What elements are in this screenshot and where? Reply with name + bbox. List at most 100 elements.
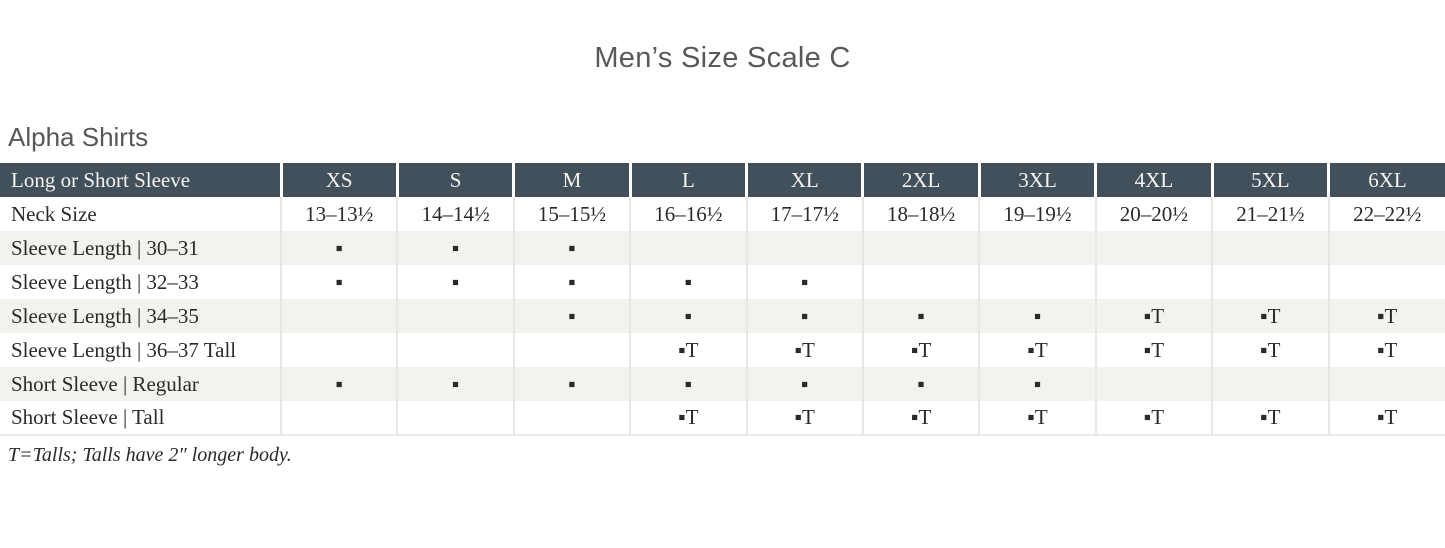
size-cell	[861, 265, 980, 299]
size-cell	[978, 265, 1096, 299]
size-cell: ▪T	[1094, 333, 1213, 367]
size-cell: ▪T	[1327, 333, 1445, 367]
table-row-sleeve-36-37-tall: Sleeve Length | 36–37 Tall ▪T ▪T ▪T ▪T ▪…	[0, 333, 1445, 367]
row-label: Sleeve Length | 36–37 Tall	[11, 337, 237, 362]
size-cell: ▪T	[1094, 401, 1213, 435]
column-header-m: M	[512, 163, 631, 197]
size-cell: 19–19½	[978, 197, 1096, 231]
size-cell	[1327, 231, 1445, 265]
row-label: Sleeve Length | 34–35	[11, 303, 199, 328]
row-label: Sleeve Length | 32–33	[11, 269, 199, 294]
size-cell: ▪	[629, 367, 747, 401]
size-cell: 18–18½	[861, 197, 980, 231]
size-cell: ▪T	[978, 401, 1096, 435]
size-chart-table: Long or Short Sleeve XS S M L XL 2XL 3XL…	[0, 163, 1445, 436]
size-cell: ▪T	[978, 333, 1096, 367]
size-cell	[1094, 367, 1213, 401]
size-cell: 15–15½	[512, 197, 631, 231]
size-cell: ▪T	[1211, 401, 1329, 435]
column-header-5xl: 5XL	[1210, 163, 1329, 197]
table-row-neck-size: Neck Size 13–13½ 14–14½ 15–15½ 16–16½ 17…	[0, 197, 1445, 231]
size-cell: ▪T	[1211, 333, 1329, 367]
size-cell: ▪T	[1211, 299, 1329, 333]
size-cell: ▪	[978, 367, 1096, 401]
size-cell: ▪	[629, 299, 747, 333]
size-cell: 16–16½	[629, 197, 747, 231]
size-cell	[279, 299, 398, 333]
size-cell	[1211, 231, 1329, 265]
size-cell: ▪T	[1327, 299, 1445, 333]
table-row-sleeve-34-35: Sleeve Length | 34–35 ▪ ▪ ▪ ▪ ▪ ▪T ▪T ▪T	[0, 299, 1445, 333]
size-cell	[1094, 265, 1213, 299]
section-title: Alpha Shirts	[8, 122, 149, 152]
column-header-l: L	[628, 163, 747, 197]
size-cell: ▪	[279, 231, 398, 265]
column-header-3xl: 3XL	[977, 163, 1096, 197]
size-cell: ▪	[279, 265, 398, 299]
size-cell: ▪	[861, 367, 980, 401]
row-label: Short Sleeve | Tall	[11, 405, 165, 429]
column-header-6xl: 6XL	[1327, 163, 1445, 197]
size-cell: ▪T	[861, 401, 980, 435]
size-cell: ▪T	[745, 333, 863, 367]
size-cell: ▪	[745, 265, 863, 299]
size-cell: ▪	[396, 367, 514, 401]
size-cell: ▪	[512, 367, 631, 401]
size-cell: ▪T	[1094, 299, 1213, 333]
size-cell	[745, 231, 863, 265]
size-cell: ▪T	[861, 333, 980, 367]
table-row-short-sleeve-tall: Short Sleeve | Tall ▪T ▪T ▪T ▪T ▪T ▪T ▪T	[0, 401, 1445, 435]
column-header-2xl: 2XL	[861, 163, 980, 197]
size-cell: ▪	[745, 367, 863, 401]
size-cell	[1211, 367, 1329, 401]
size-cell: ▪	[745, 299, 863, 333]
size-cell: ▪	[279, 367, 398, 401]
size-cell: ▪T	[629, 401, 747, 435]
size-cell	[1211, 265, 1329, 299]
size-cell	[512, 333, 631, 367]
tall-footnote: T=Talls; Talls have 2″ longer body.	[8, 444, 292, 466]
size-cell	[279, 333, 398, 367]
column-header-xl: XL	[745, 163, 863, 197]
size-cell: ▪	[512, 265, 631, 299]
column-header-s: S	[395, 163, 514, 197]
size-cell: 14–14½	[396, 197, 514, 231]
size-cell: ▪	[861, 299, 980, 333]
row-label: Short Sleeve | Regular	[11, 371, 199, 396]
size-cell	[396, 401, 514, 435]
size-cell: 13–13½	[279, 197, 398, 231]
size-cell: ▪	[512, 299, 631, 333]
size-cell: ▪	[978, 299, 1096, 333]
size-cell	[1327, 367, 1445, 401]
page-title: Men’s Size Scale C	[594, 42, 851, 74]
size-cell	[978, 231, 1096, 265]
size-cell	[512, 401, 631, 435]
size-cell	[1327, 265, 1445, 299]
size-cell: 22–22½	[1327, 197, 1445, 231]
row-label: Sleeve Length | 30–31	[11, 235, 199, 260]
size-cell	[1094, 231, 1213, 265]
column-header-xs: XS	[279, 163, 398, 197]
size-cell: ▪T	[1327, 401, 1445, 435]
table-row-sleeve-32-33: Sleeve Length | 32–33 ▪ ▪ ▪ ▪ ▪	[0, 265, 1445, 299]
size-cell: ▪T	[745, 401, 863, 435]
size-cell: ▪	[629, 265, 747, 299]
size-cell: ▪	[396, 231, 514, 265]
size-cell	[861, 231, 980, 265]
corner-header: Long or Short Sleeve	[0, 163, 281, 197]
size-cell: ▪	[512, 231, 631, 265]
size-cell	[629, 231, 747, 265]
size-cell: ▪T	[629, 333, 747, 367]
table-row-short-sleeve-regular: Short Sleeve | Regular ▪ ▪ ▪ ▪ ▪ ▪ ▪	[0, 367, 1445, 401]
column-header-4xl: 4XL	[1094, 163, 1213, 197]
size-cell	[279, 401, 398, 435]
row-label: Neck Size	[11, 201, 97, 226]
header-row: Long or Short Sleeve XS S M L XL 2XL 3XL…	[0, 163, 1445, 197]
size-cell	[396, 299, 514, 333]
size-cell: 20–20½	[1094, 197, 1213, 231]
size-cell	[396, 333, 514, 367]
size-cell: ▪	[396, 265, 514, 299]
size-cell: 21–21½	[1211, 197, 1329, 231]
table-row-sleeve-30-31: Sleeve Length | 30–31 ▪ ▪ ▪	[0, 231, 1445, 265]
size-cell: 17–17½	[745, 197, 863, 231]
